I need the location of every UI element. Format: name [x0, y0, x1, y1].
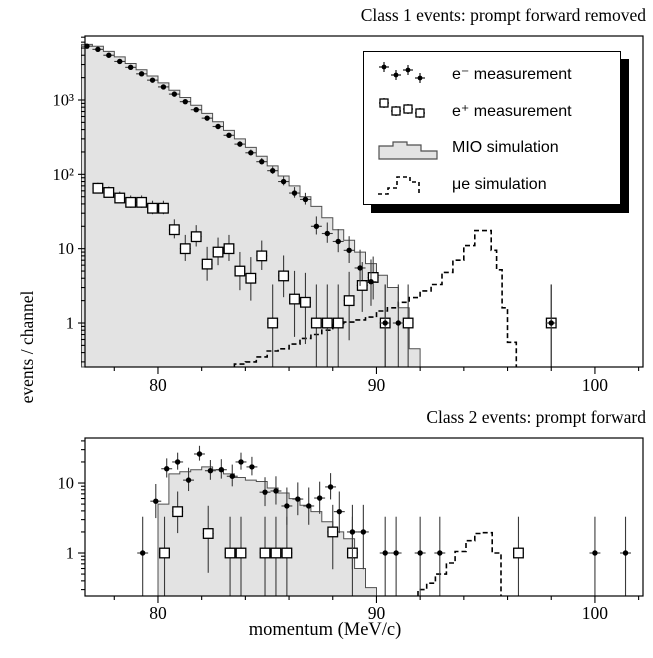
legend-item-positron: e⁺ measurement [364, 92, 620, 129]
y-axis-ticks: 1 10 [58, 440, 85, 591]
panel-frame [84, 437, 644, 597]
panel2-title: Class 2 events: prompt forward [426, 407, 646, 427]
electron-points [137, 445, 631, 596]
panel1-title: Class 1 events: prompt forward removed [360, 5, 646, 25]
legend-item-electron: e⁻ measurement [364, 55, 620, 92]
svg-text:1: 1 [66, 544, 74, 563]
svg-text:100: 100 [582, 375, 609, 395]
svg-text:80: 80 [149, 603, 167, 623]
legend-label: e⁺ measurement [452, 102, 572, 120]
electron-marker-icon [364, 60, 452, 88]
x-axis-ticks: 80 90 100 [113, 596, 640, 623]
legend: e⁻ measurement e⁺ measurement [363, 51, 621, 205]
legend-label: μe simulation [452, 175, 547, 193]
mio-histogram [157, 466, 377, 597]
mue-marker-icon [364, 171, 452, 199]
legend-item-mio: MIO simulation [364, 129, 620, 166]
x-axis-ticks: 80 90 100 [113, 367, 640, 395]
svg-text:10³: 10³ [53, 90, 75, 109]
y-axis-label: events / channel [17, 290, 37, 404]
y-axis-ticks: 1 10 10² 10³ [53, 36, 85, 363]
svg-text:10: 10 [58, 239, 75, 258]
mue-histogram [233, 229, 518, 367]
svg-text:80: 80 [149, 375, 167, 395]
legend-item-mue: μe simulation [364, 166, 620, 203]
svg-text:90: 90 [368, 375, 386, 395]
svg-text:10²: 10² [53, 165, 75, 184]
legend-label: MIO simulation [452, 138, 559, 156]
svg-text:1: 1 [66, 314, 74, 333]
x-axis-label: momentum (MeV/c) [248, 620, 402, 640]
mio-marker-icon [364, 134, 452, 162]
electron-points [81, 43, 557, 367]
svg-text:90: 90 [368, 603, 386, 623]
svg-text:100: 100 [582, 603, 609, 623]
mue-histogram [417, 531, 502, 596]
legend-label: e⁻ measurement [452, 65, 572, 83]
panel-frame [84, 35, 644, 368]
positron-points [92, 182, 557, 367]
svg-text:10: 10 [58, 474, 75, 493]
positron-marker-icon [364, 97, 452, 125]
